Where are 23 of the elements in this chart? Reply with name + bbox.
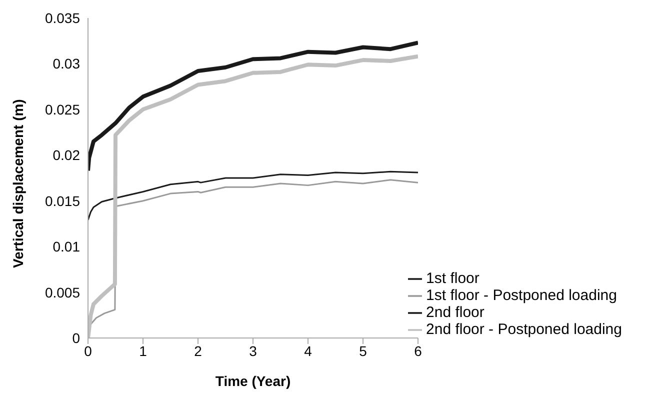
x-axis-title: Time (Year) — [215, 373, 291, 389]
line-series — [88, 170, 418, 221]
legend-label: 1st floor - Postponed loading — [426, 287, 617, 304]
x-tick-label: 5 — [359, 342, 368, 359]
x-tick-label: 2 — [194, 342, 202, 359]
line-series — [88, 40, 418, 173]
y-axis-title: Vertical displacement (m) — [10, 99, 26, 268]
x-tick-label: 6 — [414, 342, 422, 359]
x-tick-label: 1 — [139, 342, 148, 359]
y-tick-label: 0.03 — [52, 56, 80, 72]
y-tick-label: 0 — [72, 330, 80, 346]
legend-label: 2nd floor — [426, 304, 484, 321]
x-tick-label: 3 — [249, 342, 258, 359]
x-tick-label: 0 — [84, 342, 92, 359]
y-tick-label: 0.015 — [44, 192, 80, 209]
legend-label: 2nd floor - Postponed loading — [426, 321, 622, 338]
y-tick-label: 0.005 — [44, 284, 80, 300]
y-tick-label: 0.01 — [52, 238, 80, 255]
y-tick-label: 0.02 — [52, 147, 80, 164]
x-tick-label: 4 — [304, 342, 312, 359]
y-tick-label: 0.035 — [44, 10, 80, 26]
y-tick-label: 0.025 — [44, 101, 80, 118]
legend-label: 1st floor — [426, 270, 480, 287]
